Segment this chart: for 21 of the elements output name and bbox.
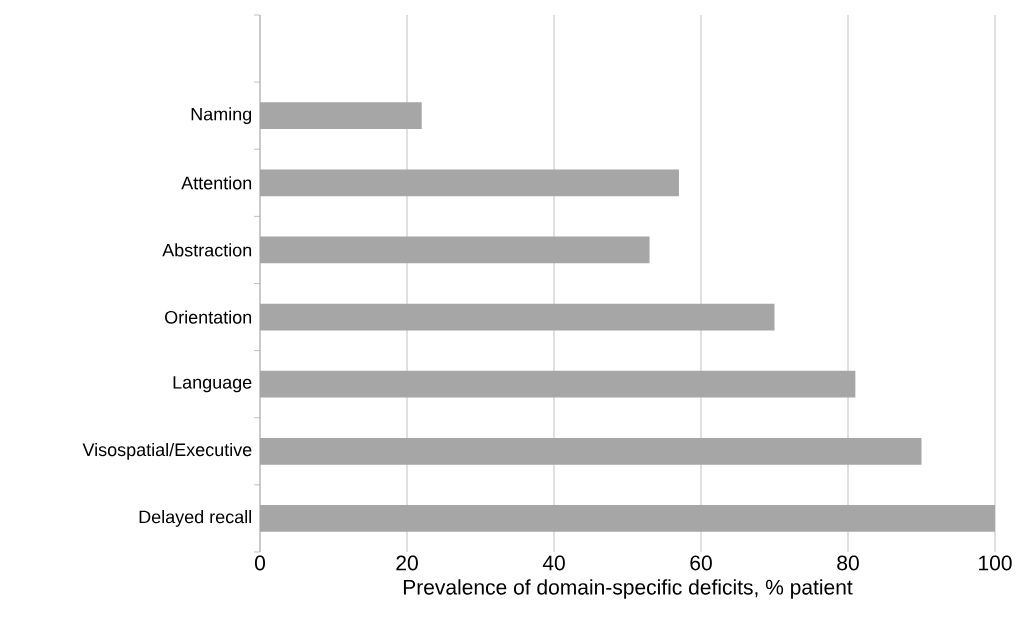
y-tick-label: Naming <box>191 107 252 125</box>
y-tick-label: Attention <box>181 176 252 190</box>
y-tick-label: Visospatial/Executive <box>82 442 252 460</box>
x-tick-label: 100 <box>979 555 1012 571</box>
bar <box>260 102 422 130</box>
y-tick-label: Orientation <box>165 310 252 324</box>
x-axis-title: Prevalence of domain-specific deficits, % patient <box>403 579 853 599</box>
x-tick-label: 60 <box>690 555 712 571</box>
x-tick-label: 20 <box>396 555 418 571</box>
y-tick-label: Abstraction <box>162 243 252 257</box>
bar <box>260 169 679 197</box>
bar <box>260 236 650 264</box>
x-tick-label: 0 <box>254 555 266 571</box>
x-tick-label: 80 <box>837 555 859 571</box>
x-tick-label: 40 <box>542 555 565 571</box>
y-tick-label: Language <box>173 376 252 393</box>
bar <box>260 303 775 331</box>
bar <box>260 370 856 398</box>
bar <box>260 505 996 532</box>
y-tick-label: Delayed recall <box>139 510 251 527</box>
bar <box>260 437 922 465</box>
